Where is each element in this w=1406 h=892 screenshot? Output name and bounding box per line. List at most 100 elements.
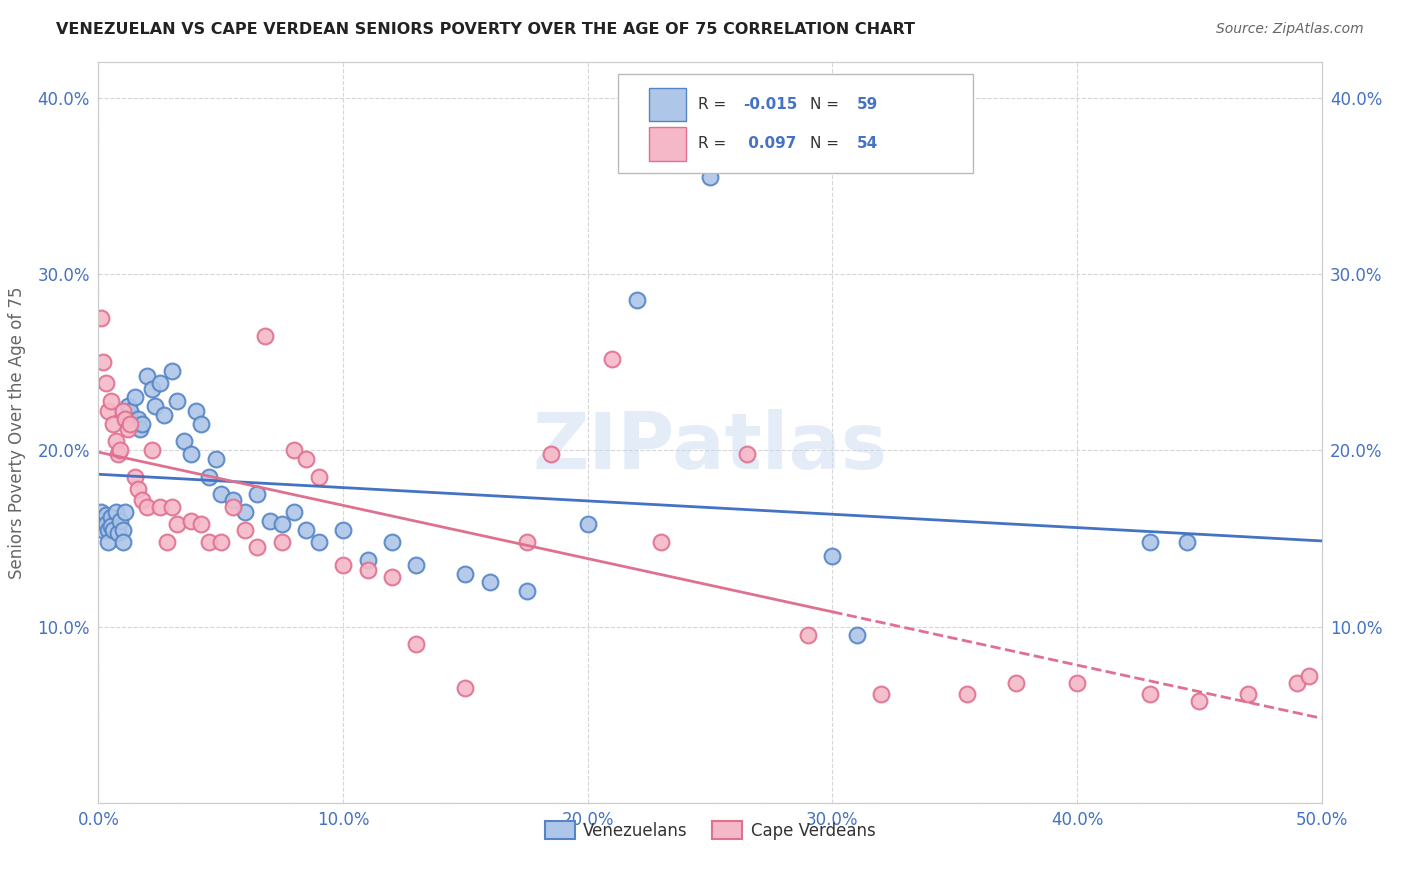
Point — [735, 447, 758, 461]
Point — [454, 681, 477, 696]
Point — [97, 523, 120, 537]
Point — [104, 505, 127, 519]
Point — [127, 411, 149, 425]
Point — [166, 393, 188, 408]
Point — [117, 422, 139, 436]
Point — [160, 364, 183, 378]
Point — [454, 566, 477, 581]
Y-axis label: Seniors Poverty Over the Age of 75: Seniors Poverty Over the Age of 75 — [8, 286, 27, 579]
Legend: Venezuelans, Cape Verdeans: Venezuelans, Cape Verdeans — [538, 814, 882, 847]
Point — [626, 293, 648, 308]
Text: 59: 59 — [856, 97, 879, 112]
Point — [1298, 669, 1320, 683]
Point — [100, 510, 122, 524]
Text: ZIPatlas: ZIPatlas — [533, 409, 887, 485]
Point — [381, 570, 404, 584]
Text: VENEZUELAN VS CAPE VERDEAN SENIORS POVERTY OVER THE AGE OF 75 CORRELATION CHART: VENEZUELAN VS CAPE VERDEAN SENIORS POVER… — [56, 22, 915, 37]
Point — [1139, 686, 1161, 700]
Point — [91, 355, 114, 369]
Point — [104, 434, 127, 449]
Point — [107, 526, 129, 541]
Point — [233, 523, 256, 537]
Point — [845, 628, 868, 642]
Text: -0.015: -0.015 — [742, 97, 797, 112]
Point — [111, 523, 134, 537]
Point — [110, 443, 132, 458]
FancyBboxPatch shape — [619, 73, 973, 173]
Point — [283, 505, 305, 519]
Point — [111, 535, 134, 549]
Point — [1188, 693, 1211, 707]
Point — [91, 514, 114, 528]
Point — [205, 452, 228, 467]
Point — [153, 408, 176, 422]
Point — [308, 535, 330, 549]
Point — [136, 369, 159, 384]
Point — [101, 417, 124, 431]
Point — [197, 469, 219, 483]
Point — [478, 575, 501, 590]
Point — [209, 487, 232, 501]
Point — [797, 628, 820, 642]
Point — [121, 417, 143, 431]
Point — [870, 686, 893, 700]
Point — [190, 417, 212, 431]
Point — [160, 500, 183, 514]
Point — [100, 393, 122, 408]
Point — [1004, 676, 1026, 690]
Point — [1066, 676, 1088, 690]
Point — [956, 686, 979, 700]
Point — [97, 535, 120, 549]
Point — [90, 505, 112, 519]
Point — [332, 558, 354, 572]
Point — [136, 500, 159, 514]
Point — [149, 500, 172, 514]
Point — [120, 417, 142, 431]
Point — [156, 535, 179, 549]
Point — [253, 328, 276, 343]
Point — [190, 517, 212, 532]
Point — [94, 517, 117, 532]
Text: R =: R = — [697, 136, 731, 152]
Point — [110, 514, 132, 528]
Point — [180, 447, 202, 461]
Point — [180, 514, 202, 528]
Point — [1237, 686, 1260, 700]
Point — [821, 549, 844, 563]
Point — [91, 523, 114, 537]
Point — [246, 540, 269, 554]
Text: N =: N = — [810, 97, 844, 112]
Text: R =: R = — [697, 97, 731, 112]
Point — [1286, 676, 1309, 690]
Point — [246, 487, 269, 501]
Point — [90, 311, 112, 326]
Point — [173, 434, 195, 449]
Point — [117, 399, 139, 413]
FancyBboxPatch shape — [648, 88, 686, 121]
Point — [127, 482, 149, 496]
Point — [356, 563, 378, 577]
Point — [114, 411, 136, 425]
Point — [94, 376, 117, 391]
Point — [111, 404, 134, 418]
Point — [131, 417, 153, 431]
Point — [540, 447, 562, 461]
Point — [576, 517, 599, 532]
Point — [515, 535, 537, 549]
Point — [233, 505, 256, 519]
Point — [100, 519, 122, 533]
Point — [405, 637, 427, 651]
Point — [356, 552, 378, 566]
Text: 54: 54 — [856, 136, 879, 152]
Point — [97, 404, 120, 418]
Point — [209, 535, 232, 549]
Point — [699, 169, 721, 184]
Point — [129, 422, 152, 436]
Point — [332, 523, 354, 537]
Point — [94, 508, 117, 523]
FancyBboxPatch shape — [648, 128, 686, 161]
Point — [166, 517, 188, 532]
Point — [131, 492, 153, 507]
Point — [270, 517, 294, 532]
Point — [270, 535, 294, 549]
